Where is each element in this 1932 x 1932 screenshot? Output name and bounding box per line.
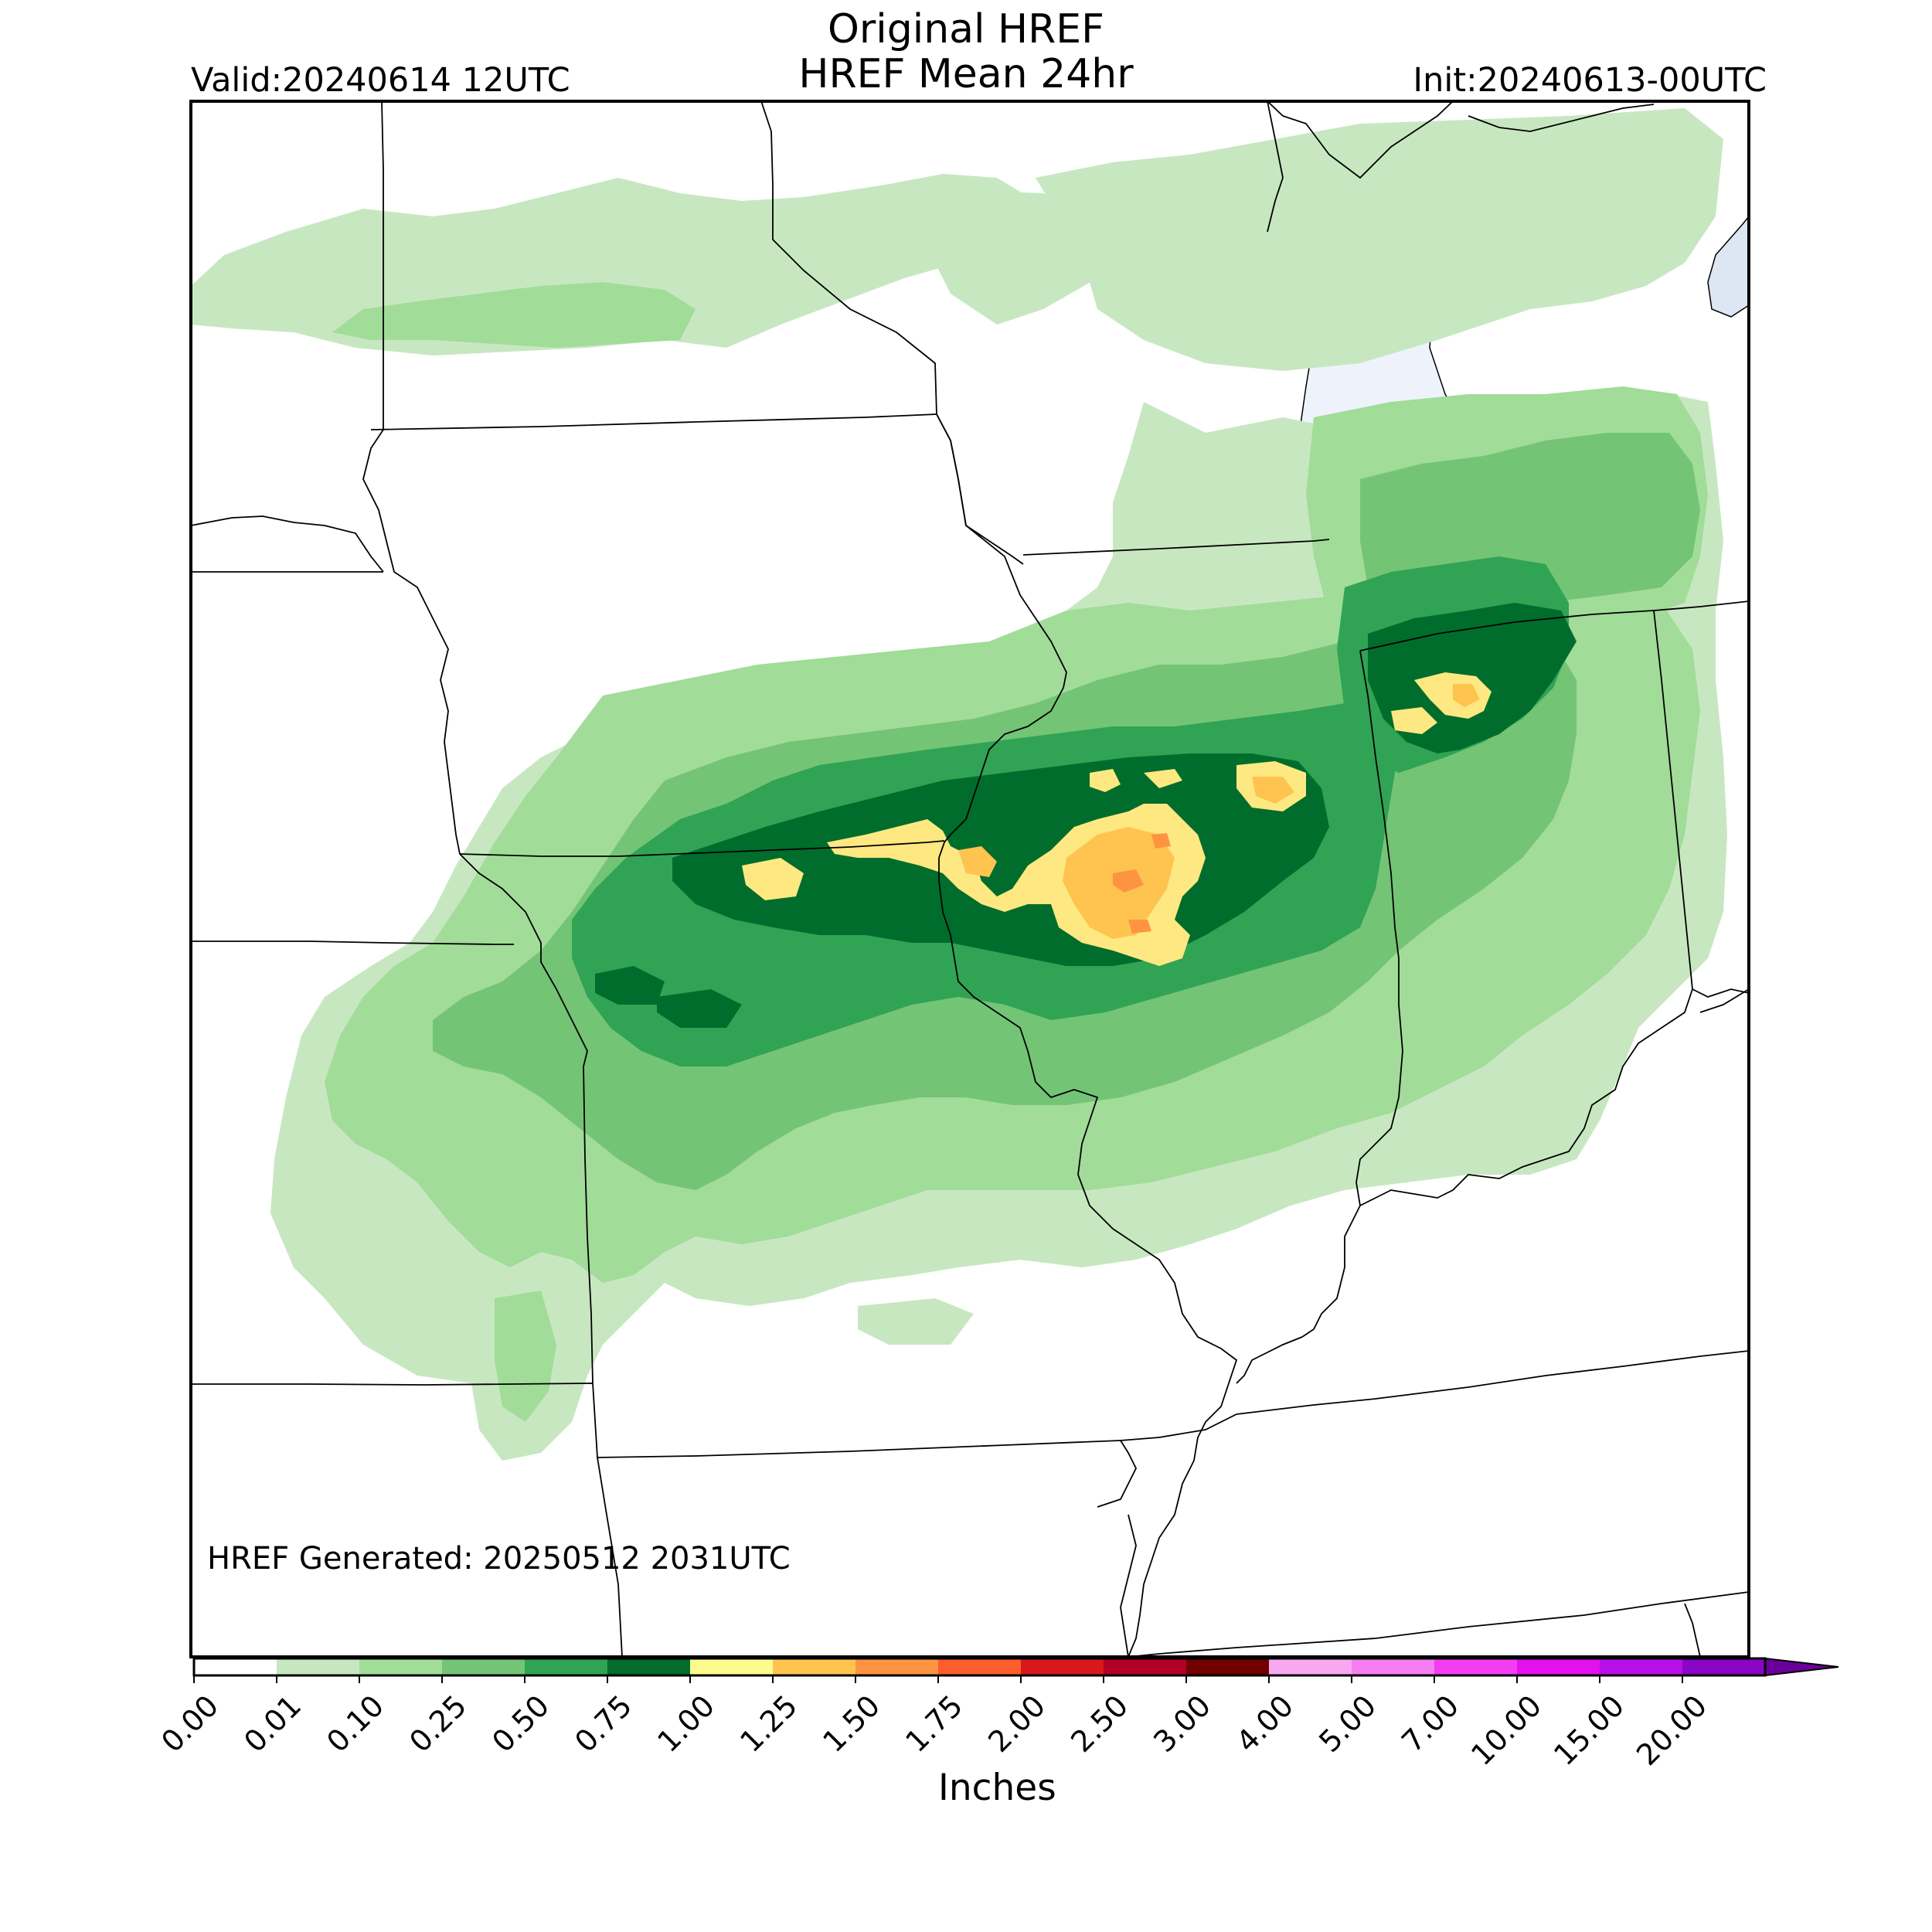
border-ks-ne <box>191 940 514 945</box>
border-ks-mo <box>583 1066 594 1384</box>
colorbar-tick-label: 0.00 <box>155 1689 225 1759</box>
border-in-mi <box>1359 610 1655 651</box>
colorbar-swatch <box>359 1658 442 1675</box>
colorbar-swatch <box>607 1658 690 1675</box>
colorbar-tick-label: 1.75 <box>899 1689 969 1759</box>
border-nd-sd <box>191 515 384 573</box>
colorbar-tick-label: 7.00 <box>1395 1689 1465 1759</box>
colorbar-swatch <box>525 1658 607 1675</box>
colorbar-swatch <box>442 1658 525 1675</box>
border-mo-tn-ky <box>1120 1413 1237 1441</box>
colorbar-swatch <box>1186 1658 1269 1675</box>
precip-field <box>191 108 1727 1461</box>
colorbar-swatch <box>277 1658 359 1675</box>
border-oh-mi <box>1653 600 1749 611</box>
border-ia-wi-il <box>936 413 1024 565</box>
colorbar-swatch <box>1021 1658 1104 1675</box>
colorbar-swatch <box>1434 1658 1517 1675</box>
colorbar-swatch <box>855 1658 938 1675</box>
colorbar-swatch <box>1517 1658 1600 1675</box>
colorbar-tick-label: 0.50 <box>485 1689 556 1759</box>
border-ohio-river-in-ky <box>1359 988 1749 1206</box>
colorbar-units-label: Inches <box>938 1767 1056 1809</box>
colorbar-tick-label: 1.25 <box>733 1689 804 1759</box>
map-subtitle: HREF Mean 24hr <box>798 51 1134 97</box>
colorbar-tick-label: 2.50 <box>1064 1689 1134 1759</box>
border-tn-ms-al <box>1128 1591 1749 1657</box>
colorbar-tick-label: 5.00 <box>1312 1689 1383 1759</box>
colorbar-tick-label: 0.10 <box>320 1689 390 1759</box>
border-il-ky-ohio-river <box>1236 1336 1303 1384</box>
border-ne-ia-mo-river <box>362 429 588 1067</box>
colorbar-tick-label: 1.00 <box>651 1689 721 1759</box>
colorbar-swatch <box>1352 1658 1434 1675</box>
colorbar-swatch <box>194 1658 277 1675</box>
border-mi-wi-up <box>1267 101 1454 179</box>
colorbar-tick-label: 10.00 <box>1464 1689 1548 1772</box>
precip-band-1.50 <box>1113 833 1171 934</box>
border-wi-il <box>1022 539 1330 556</box>
colorbar-extend-arrow <box>1764 1657 1839 1677</box>
border-ok-ar <box>597 1457 623 1657</box>
init-time-label: Init:20240613-00UTC <box>1413 61 1767 100</box>
border-mississippi-ia-il <box>938 687 1238 1657</box>
colorbar-swatch <box>1269 1658 1352 1675</box>
border-sd-mn <box>381 101 384 430</box>
colorbar-swatch <box>1682 1658 1765 1675</box>
colorbar-tick-label: 1.50 <box>816 1689 886 1759</box>
colorbar-tick-label: 2.00 <box>981 1689 1052 1759</box>
colorbar-tick-label: 0.25 <box>403 1689 473 1759</box>
colorbar-tick-label: 4.00 <box>1230 1689 1300 1759</box>
map-frame <box>189 100 1750 1658</box>
colorbar-swatch <box>1104 1658 1186 1675</box>
border-il-in <box>1301 650 1403 1338</box>
generated-timestamp: HREF Generated: 20250512 2031UTC <box>207 1541 791 1577</box>
colorbar-tick-label: 3.00 <box>1147 1689 1217 1759</box>
border-ky-tn <box>1236 1350 1749 1415</box>
map-panel <box>191 101 1749 1657</box>
border-in-oh <box>1653 610 1693 990</box>
border-mi-up-east <box>1468 104 1655 132</box>
colorbar: 0.00 0.01 0.10 0.25 0.50 0.75 1.00 1.25 1.50 1.75… <box>155 1657 1839 1772</box>
border-oh-pa-east <box>1699 988 1749 1013</box>
border-ok-ks <box>191 1383 594 1386</box>
colorbar-tick-label: 0.75 <box>568 1689 638 1759</box>
border-ia-mo <box>459 840 945 857</box>
colorbar-swatch <box>1600 1658 1682 1675</box>
border-ar-ms <box>1120 1514 1137 1657</box>
colorbar-tick-label: 0.01 <box>237 1689 308 1759</box>
colorbar-tick-label: 15.00 <box>1547 1689 1631 1772</box>
colorbar-swatch <box>773 1658 855 1675</box>
colorbar-tick-label: 20.00 <box>1630 1689 1713 1772</box>
state-borders <box>191 101 1749 1657</box>
border-al-ga <box>1684 1603 1701 1657</box>
border-wi-mi-upper <box>1267 101 1284 233</box>
colorbar-swatch <box>690 1658 773 1675</box>
lake-superior-east <box>1707 215 1749 318</box>
border-mn-ia <box>370 413 937 430</box>
valid-time-label: Valid:20240614 12UTC <box>191 61 570 100</box>
colorbar-frame <box>192 1657 1767 1677</box>
map-title: Original HREF <box>827 6 1104 53</box>
colorbar-swatch <box>938 1658 1021 1675</box>
